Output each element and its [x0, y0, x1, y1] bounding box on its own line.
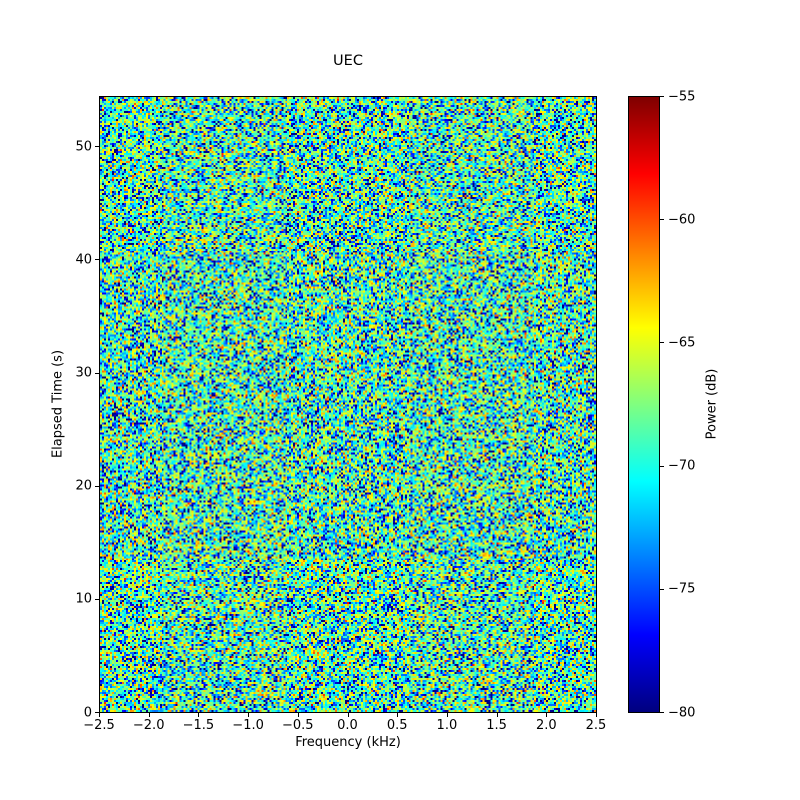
colorbar — [628, 96, 660, 713]
x-tick-mark — [99, 713, 100, 717]
colorbar-tick-mark — [660, 465, 664, 467]
x-tick-label: −2.0 — [132, 718, 165, 733]
x-tick-label: −2.5 — [83, 718, 115, 733]
y-tick-mark — [95, 146, 99, 148]
y-tick-label: 10 — [75, 591, 92, 607]
y-tick-label: 0 — [83, 705, 92, 720]
x-tick-mark — [248, 713, 250, 717]
y-tick-mark — [95, 712, 99, 713]
y-tick-mark — [95, 485, 99, 487]
colorbar-tick-mark — [660, 588, 664, 590]
x-tick-mark — [148, 713, 150, 717]
y-tick-mark — [95, 598, 99, 600]
colorbar-tick-mark — [660, 342, 664, 344]
x-tick-label: 0.0 — [337, 718, 358, 733]
chart-title: UEC — [333, 53, 363, 69]
colorbar-tick-label: −55 — [668, 89, 696, 104]
x-tick-label: −1.0 — [232, 718, 264, 733]
colorbar-tick-mark — [660, 219, 664, 221]
y-tick-mark — [95, 372, 99, 374]
colorbar-label: Power (dB) — [704, 368, 720, 440]
spectrogram-plot — [99, 96, 597, 713]
colorbar-tick-label: −65 — [668, 335, 696, 351]
x-tick-label: −1.5 — [182, 718, 215, 733]
y-tick-label: 30 — [75, 365, 92, 381]
x-axis-label: Frequency (kHz) — [295, 735, 401, 750]
x-tick-label: 2.5 — [585, 718, 607, 733]
spectrogram-heatmap — [100, 97, 596, 712]
y-tick-label: 20 — [75, 478, 92, 494]
x-tick-label: 0.5 — [386, 718, 408, 733]
x-tick-mark — [347, 713, 349, 717]
colorbar-tick-mark — [660, 712, 664, 713]
y-tick-mark — [95, 259, 99, 261]
x-tick-mark — [446, 713, 448, 717]
x-tick-mark — [546, 713, 548, 717]
colorbar-tick-mark — [660, 96, 664, 97]
colorbar-tick-label: −75 — [668, 581, 696, 597]
x-tick-mark — [198, 713, 200, 717]
y-axis-label: Elapsed Time (s) — [50, 349, 66, 459]
x-tick-label: 1.0 — [436, 718, 458, 733]
colorbar-tick-label: −60 — [668, 212, 696, 228]
colorbar-tick-label: −70 — [668, 458, 696, 474]
x-tick-mark — [397, 713, 399, 717]
x-tick-label: 2.0 — [535, 718, 557, 733]
y-tick-label: 40 — [75, 252, 92, 268]
x-tick-mark — [297, 713, 299, 717]
x-tick-label: 1.5 — [486, 718, 507, 733]
x-tick-mark — [496, 713, 498, 717]
x-tick-label: −0.5 — [282, 718, 314, 733]
x-tick-mark — [596, 713, 597, 717]
colorbar-tick-label: −80 — [668, 705, 696, 720]
y-tick-label: 50 — [75, 139, 92, 155]
